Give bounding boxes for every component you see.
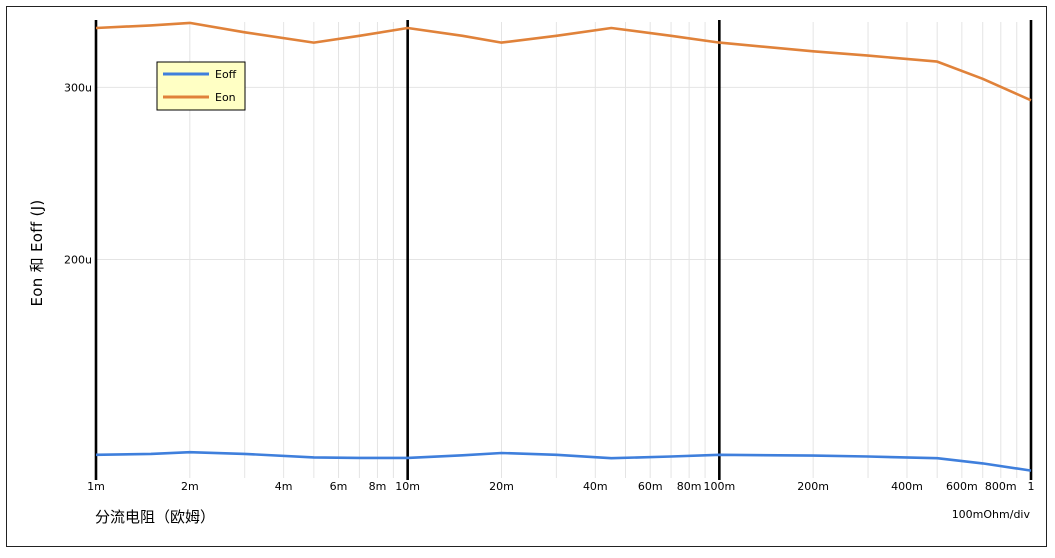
legend-box bbox=[156, 61, 246, 111]
x-tick-labels: 1m 2m 4m 6m 8m 10m 20m 40m 60m 80m 100m 200m 400m 600… bbox=[87, 480, 1034, 493]
x-tick-label: 4m bbox=[275, 480, 293, 493]
x-tick-label: 1 bbox=[1028, 480, 1035, 493]
x-tick-label: 100m bbox=[703, 480, 735, 493]
x-tick-label: 600m bbox=[946, 480, 978, 493]
legend-label-eoff: Eoff bbox=[215, 68, 237, 81]
x-tick-label: 8m bbox=[369, 480, 387, 493]
series-line-eoff bbox=[95, 450, 1032, 472]
x-tick-label: 2m bbox=[181, 480, 199, 493]
x-tick-label: 80m bbox=[677, 480, 702, 493]
series-line-eon bbox=[95, 21, 1032, 102]
x-tick-label: 10m bbox=[395, 480, 420, 493]
y-tick-labels: 300u 200u bbox=[64, 81, 92, 266]
legend: Eoff Eon bbox=[156, 61, 246, 111]
x-axis-label: 分流电阻（欧姆） bbox=[95, 508, 215, 526]
x-tick-label: 400m bbox=[891, 480, 923, 493]
legend-label-eon: Eon bbox=[215, 91, 236, 104]
series-lines bbox=[95, 21, 1032, 472]
y-axis-label: Eon 和 Eoff (J) bbox=[28, 199, 46, 306]
y-tick-label: 300u bbox=[64, 81, 92, 94]
x-tick-label: 200m bbox=[797, 480, 829, 493]
x-tick-label: 20m bbox=[489, 480, 514, 493]
x-tick-label: 40m bbox=[583, 480, 608, 493]
x-tick-label: 60m bbox=[638, 480, 663, 493]
grid bbox=[96, 22, 1031, 478]
x-tick-label: 800m bbox=[985, 480, 1017, 493]
decade-lines bbox=[94, 20, 1033, 480]
x-tick-label: 6m bbox=[330, 480, 348, 493]
y-tick-label: 200u bbox=[64, 253, 92, 266]
x-tick-label: 1m bbox=[87, 480, 105, 493]
scale-note: 100mOhm/div bbox=[952, 508, 1031, 521]
